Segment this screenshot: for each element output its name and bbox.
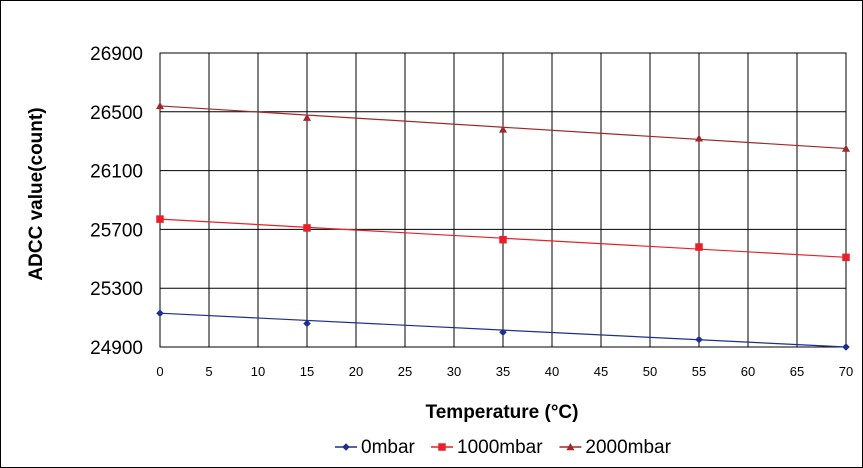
x-tick-label: 50 — [643, 364, 657, 379]
x-tick-label: 40 — [545, 364, 559, 379]
data-point — [499, 125, 507, 133]
data-point — [303, 113, 311, 121]
y-tick-label: 24900 — [90, 338, 143, 359]
x-tick-label: 20 — [349, 364, 363, 379]
legend-item: 2000mbar — [559, 437, 672, 458]
data-point — [695, 134, 703, 142]
legend-label: 1000mbar — [457, 437, 543, 458]
data-point — [156, 309, 164, 317]
legend-marker — [566, 443, 575, 451]
data-point — [695, 335, 703, 344]
data-point — [303, 319, 311, 328]
data-point — [156, 101, 164, 110]
y-tick-label: 25700 — [90, 220, 143, 241]
series-2000mbar — [156, 101, 850, 152]
legend-marker — [342, 443, 350, 451]
x-axis-ticks: 0 5 10 15 20 25 30 35 40 45 50 55 60 65 70 — [156, 364, 853, 379]
data-point — [499, 235, 507, 244]
data-point — [842, 144, 850, 152]
legend-item: 1000mbar — [431, 437, 543, 458]
legend: 0mbar 1000mbar 2000mbar — [335, 437, 672, 458]
x-tick-label: 30 — [447, 364, 461, 379]
series-0mbar — [156, 309, 850, 351]
y-axis-title: ADCC value(count) — [26, 107, 47, 280]
x-tick-label: 55 — [692, 364, 706, 379]
x-axis-title: Temperature (°C) — [426, 402, 579, 423]
x-tick-label: 10 — [251, 364, 265, 379]
data-point — [695, 243, 703, 251]
series-layer — [156, 101, 850, 351]
x-tick-label: 60 — [741, 364, 755, 379]
data-point — [842, 253, 850, 262]
y-tick-label: 26500 — [90, 103, 143, 124]
y-tick-label: 26100 — [90, 162, 143, 183]
x-tick-label: 15 — [300, 364, 314, 379]
y-tick-label: 25300 — [90, 279, 143, 300]
x-tick-label: 70 — [839, 364, 853, 379]
data-point — [499, 328, 507, 337]
x-tick-label: 25 — [398, 364, 412, 379]
y-axis-ticks: 24900 25300 25700 26100 26500 26900 — [90, 44, 143, 359]
x-tick-label: 35 — [496, 364, 510, 379]
legend-marker — [438, 443, 446, 451]
legend-label: 2000mbar — [585, 437, 671, 458]
data-point — [842, 343, 850, 351]
x-tick-label: 45 — [594, 364, 608, 379]
legend-item: 0mbar — [335, 437, 416, 458]
y-tick-label: 26900 — [90, 44, 143, 65]
x-tick-label: 0 — [156, 364, 163, 379]
x-tick-label: 65 — [790, 364, 804, 379]
legend-label: 0mbar — [361, 437, 416, 458]
data-point — [303, 224, 311, 232]
grid — [159, 52, 847, 348]
data-point — [156, 215, 164, 223]
x-tick-label: 5 — [205, 364, 212, 379]
series-1000mbar — [156, 215, 850, 262]
